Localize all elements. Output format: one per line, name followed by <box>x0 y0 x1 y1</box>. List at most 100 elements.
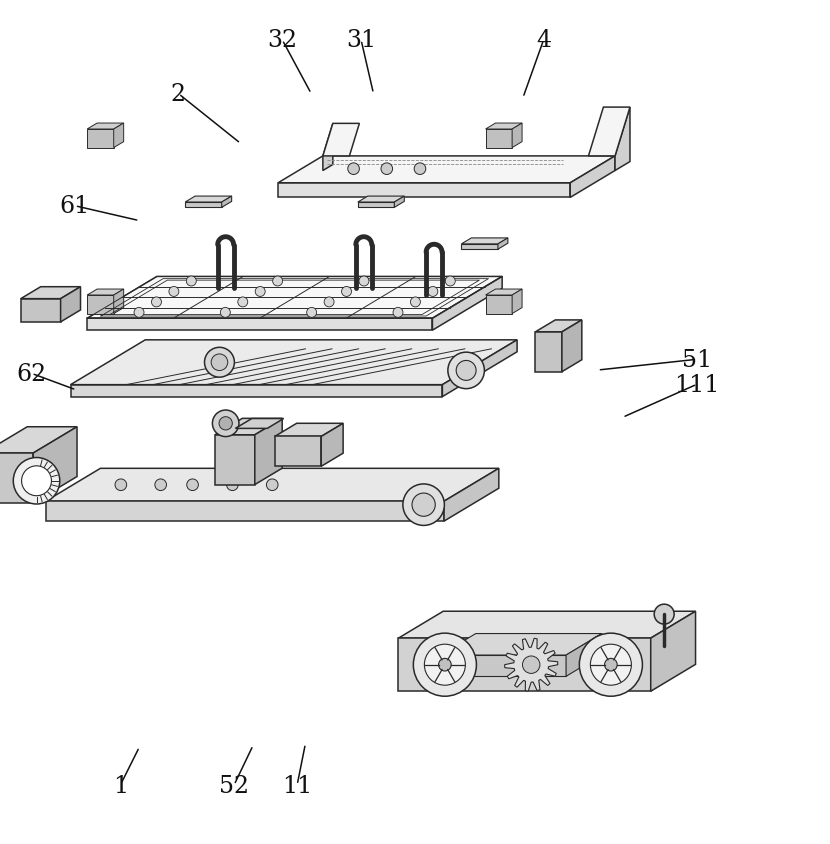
Circle shape <box>393 308 403 318</box>
Polygon shape <box>442 340 517 398</box>
Polygon shape <box>535 333 562 372</box>
Circle shape <box>348 164 359 176</box>
Circle shape <box>412 494 435 517</box>
Polygon shape <box>323 124 333 171</box>
Text: 1: 1 <box>113 774 128 797</box>
Polygon shape <box>236 419 284 429</box>
Polygon shape <box>486 295 512 314</box>
Circle shape <box>342 287 352 297</box>
Text: 61: 61 <box>60 195 90 218</box>
Polygon shape <box>255 419 282 485</box>
Circle shape <box>413 633 476 696</box>
Circle shape <box>212 410 239 437</box>
Polygon shape <box>275 437 321 467</box>
Text: 2: 2 <box>171 83 186 106</box>
Polygon shape <box>486 130 512 149</box>
Circle shape <box>457 361 476 381</box>
Polygon shape <box>185 203 222 208</box>
Text: 52: 52 <box>219 774 249 797</box>
Polygon shape <box>358 197 404 203</box>
Polygon shape <box>498 239 508 250</box>
Polygon shape <box>505 639 558 691</box>
Polygon shape <box>651 612 696 691</box>
Circle shape <box>590 645 632 685</box>
Polygon shape <box>87 289 124 295</box>
Text: 4: 4 <box>536 30 551 52</box>
Polygon shape <box>398 638 651 691</box>
Polygon shape <box>566 634 602 677</box>
Polygon shape <box>71 340 517 385</box>
Polygon shape <box>0 453 33 503</box>
Polygon shape <box>432 277 502 331</box>
Circle shape <box>359 277 369 287</box>
Polygon shape <box>394 197 404 208</box>
Circle shape <box>22 466 51 496</box>
Polygon shape <box>46 501 444 522</box>
Polygon shape <box>114 124 124 149</box>
Circle shape <box>13 458 60 505</box>
Text: 32: 32 <box>267 30 297 52</box>
Text: 11: 11 <box>282 774 312 797</box>
Polygon shape <box>358 203 394 208</box>
Circle shape <box>221 308 231 318</box>
Polygon shape <box>215 419 282 436</box>
Circle shape <box>448 353 485 389</box>
Polygon shape <box>278 184 570 198</box>
Circle shape <box>414 164 426 176</box>
Polygon shape <box>87 295 114 314</box>
Polygon shape <box>278 157 615 184</box>
Circle shape <box>381 164 393 176</box>
Circle shape <box>306 308 317 318</box>
Circle shape <box>134 308 144 318</box>
Polygon shape <box>440 634 602 655</box>
Polygon shape <box>486 124 522 130</box>
Polygon shape <box>444 468 499 522</box>
Circle shape <box>445 277 455 287</box>
Circle shape <box>523 656 540 674</box>
Circle shape <box>155 479 167 491</box>
Polygon shape <box>486 289 522 295</box>
Polygon shape <box>615 108 630 171</box>
Polygon shape <box>512 289 522 314</box>
Polygon shape <box>215 436 255 485</box>
Polygon shape <box>71 385 442 398</box>
Circle shape <box>227 479 238 491</box>
Polygon shape <box>398 612 696 638</box>
Text: 111: 111 <box>675 373 720 396</box>
Polygon shape <box>562 321 582 372</box>
Polygon shape <box>588 108 630 157</box>
Circle shape <box>403 484 444 526</box>
Polygon shape <box>185 197 232 203</box>
Polygon shape <box>440 655 566 677</box>
Circle shape <box>604 658 618 671</box>
Circle shape <box>438 658 452 671</box>
Circle shape <box>324 298 334 307</box>
Text: 51: 51 <box>682 349 712 371</box>
Polygon shape <box>275 424 343 437</box>
Circle shape <box>411 298 421 307</box>
Circle shape <box>115 479 127 491</box>
Polygon shape <box>222 197 232 208</box>
Polygon shape <box>46 468 499 501</box>
Polygon shape <box>87 319 432 331</box>
Polygon shape <box>114 289 124 314</box>
Polygon shape <box>21 300 61 322</box>
Polygon shape <box>535 321 582 333</box>
Circle shape <box>187 479 198 491</box>
Polygon shape <box>61 287 81 322</box>
Polygon shape <box>570 157 615 198</box>
Circle shape <box>169 287 179 297</box>
Circle shape <box>428 287 438 297</box>
Polygon shape <box>321 424 343 467</box>
Polygon shape <box>87 277 502 319</box>
Polygon shape <box>323 124 359 157</box>
Circle shape <box>424 645 466 685</box>
Circle shape <box>256 287 266 297</box>
Polygon shape <box>87 124 124 130</box>
Polygon shape <box>33 427 77 503</box>
Text: 62: 62 <box>17 362 46 386</box>
Polygon shape <box>461 239 508 245</box>
Circle shape <box>204 348 234 378</box>
Polygon shape <box>461 245 498 250</box>
Polygon shape <box>87 130 114 149</box>
